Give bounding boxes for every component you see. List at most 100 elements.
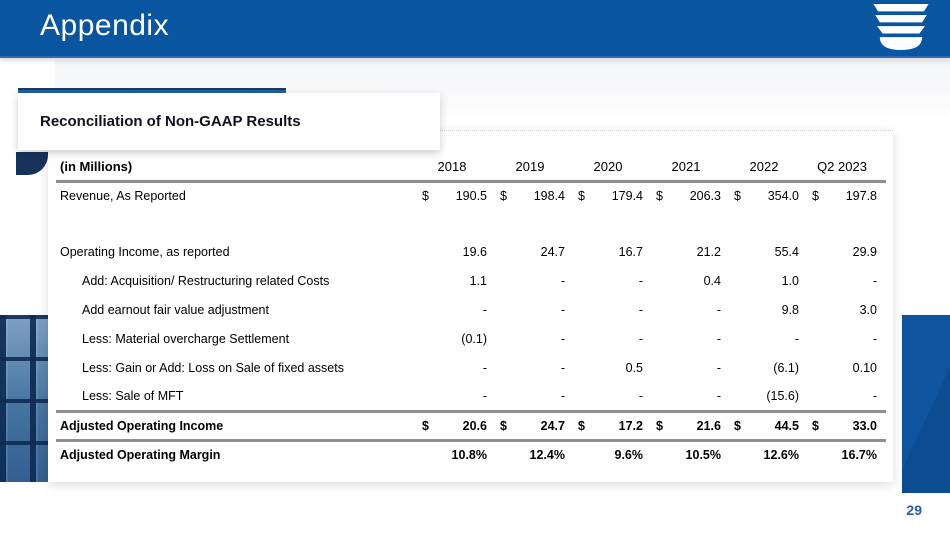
value-cell: $197.8 (808, 181, 886, 210)
row-label: Adjusted Operating Margin (60, 448, 221, 463)
value-cell: $24.7 (496, 411, 574, 442)
cell-value: 0.5 (625, 360, 643, 375)
cell-value: 198.4 (533, 189, 565, 204)
cell-value: - (638, 388, 643, 403)
table-panel: (in Millions) 2018 2019 2020 2021 2022 Q2 202… (48, 130, 893, 482)
currency-symbol: $ (656, 189, 663, 204)
value-cell: 12.6% (730, 440, 808, 469)
currency-symbol: $ (578, 189, 585, 204)
value-cell: - (652, 324, 730, 353)
value-cell: $190.5 (418, 181, 496, 210)
table-row: Add: Acquisition/ Restructuring related … (56, 266, 886, 295)
value-cell: 0.10 (808, 353, 886, 382)
value-cell: - (418, 382, 496, 413)
row-label: Less: Sale of MFT (56, 382, 418, 413)
cell-value: 10.8% (451, 448, 487, 463)
value-cell: - (652, 382, 730, 413)
cell-value: 12.4% (529, 448, 565, 463)
value-cell: $206.3 (652, 181, 730, 210)
cell-value: (6.1) (773, 360, 799, 375)
value-cell: 1.0 (730, 266, 808, 295)
value-cell: - (652, 295, 730, 324)
value-cell: 1.1 (418, 266, 496, 295)
cell-value: - (482, 302, 487, 317)
currency-symbol: $ (422, 189, 429, 204)
column-header: 2022 (730, 154, 808, 183)
table-row: Less: Sale of MFT - - - - (15.6) - (56, 382, 886, 413)
cell-value: - (560, 331, 565, 346)
cell-value: - (872, 331, 877, 346)
cell-value: 0.10 (852, 360, 877, 375)
value-cell: 10.5% (652, 440, 730, 469)
title-card: Reconciliation of Non-GAAP Results (18, 93, 440, 150)
value-cell: 9.8 (730, 295, 808, 324)
row-label: Revenue, As Reported (60, 189, 186, 204)
cell-value: 24.7 (540, 244, 565, 259)
cell-value: - (716, 331, 721, 346)
cell-value: 1.1 (469, 273, 487, 288)
cell-value: 179.4 (611, 189, 643, 204)
units-label: (in Millions) (56, 154, 418, 183)
value-cell: - (496, 295, 574, 324)
value-cell: 21.2 (652, 237, 730, 266)
row-label: Operating Income, as reported (60, 244, 230, 259)
table-row: Adjusted Operating Income $20.6 $24.7 $17.2… (56, 411, 886, 442)
title-card-accent-bar (18, 88, 286, 93)
row-label: Adjusted Operating Income (56, 411, 418, 442)
value-cell: $44.5 (730, 411, 808, 442)
cell-value: - (872, 388, 877, 403)
cell-value: - (560, 302, 565, 317)
cell-value: 197.8 (845, 189, 877, 204)
value-cell: - (418, 295, 496, 324)
cell-value: 1.0 (781, 273, 799, 288)
value-cell: $33.0 (808, 411, 886, 442)
value-cell: 0.4 (652, 266, 730, 295)
value-cell: $20.6 (418, 411, 496, 442)
value-cell: 12.4% (496, 440, 574, 469)
cell-value: - (560, 360, 565, 375)
currency-symbol: $ (734, 189, 741, 204)
currency-symbol: $ (734, 418, 741, 433)
cell-value: (0.1) (461, 331, 487, 346)
cell-value: 354.0 (767, 189, 799, 204)
column-header: Q2 2023 (808, 154, 886, 183)
table-row: Adjusted Operating Margin 10.8% 12.4% 9.6% 1… (56, 440, 886, 469)
corner-decoration (16, 152, 48, 175)
slide-title: Appendix (40, 9, 170, 42)
background-blue-band (902, 315, 950, 493)
row-label: Add earnout fair value adjustment (82, 302, 269, 317)
value-cell: 16.7 (574, 237, 652, 266)
value-cell: - (496, 324, 574, 353)
cell-value: 55.4 (774, 244, 799, 259)
column-header: 2019 (496, 154, 574, 183)
cell-value: 24.7 (540, 418, 565, 433)
value-cell: 55.4 (730, 237, 808, 266)
header-bar: Appendix (0, 0, 950, 58)
currency-symbol: $ (500, 189, 507, 204)
cell-value: 16.7 (618, 244, 643, 259)
column-header: 2020 (574, 154, 652, 183)
cell-value: 0.4 (703, 273, 721, 288)
cell-value: - (716, 360, 721, 375)
currency-symbol: $ (422, 418, 429, 433)
value-cell: - (574, 295, 652, 324)
value-cell: - (574, 266, 652, 295)
table-header-row: (in Millions) 2018 2019 2020 2021 2022 Q2 202… (56, 154, 886, 183)
column-header: 2018 (418, 154, 496, 183)
cell-value: - (482, 360, 487, 375)
cell-value: - (638, 302, 643, 317)
cell-value: - (560, 388, 565, 403)
value-cell: 24.7 (496, 237, 574, 266)
spacer-row (56, 210, 886, 237)
value-cell: - (574, 324, 652, 353)
cell-value: 20.6 (462, 418, 487, 433)
currency-symbol: $ (500, 418, 507, 433)
cell-value: - (638, 273, 643, 288)
cell-value: - (872, 273, 877, 288)
value-cell: 10.8% (418, 440, 496, 469)
cell-value: (15.6) (766, 388, 799, 403)
value-cell: - (574, 382, 652, 413)
currency-symbol: $ (656, 418, 663, 433)
cell-value: - (794, 331, 799, 346)
